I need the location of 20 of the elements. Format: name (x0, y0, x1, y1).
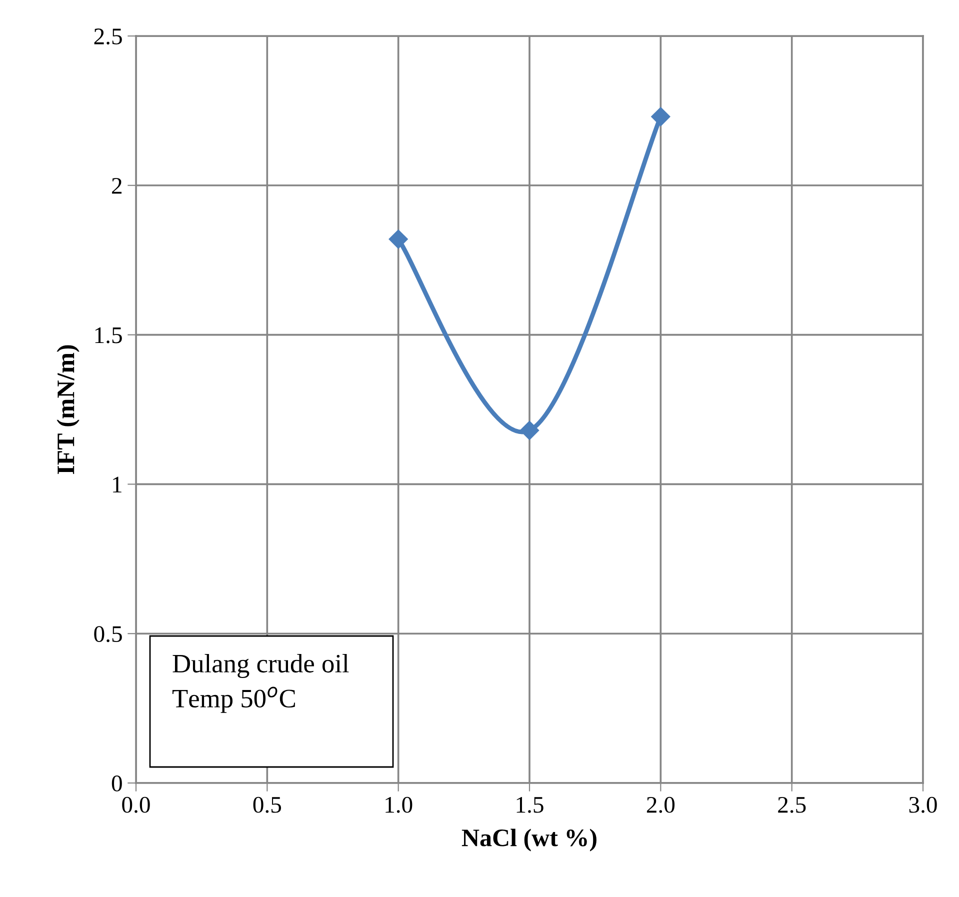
y-tick-label: 1 (113, 476, 122, 492)
x-axis-title: NaCl (wt %) (462, 828, 596, 852)
y-axis-title: IFT (mN/m) (56, 345, 80, 474)
x-tick-label: 0.5 (253, 796, 281, 813)
x-tick-label: 1.5 (516, 796, 544, 813)
point (651, 107, 670, 126)
x-tick-label: 3.0 (909, 796, 937, 813)
x-tick-label: 1.0 (386, 796, 412, 813)
y-tick-label: 0 (112, 775, 122, 792)
annotation: Dulang crude oil (172, 654, 349, 678)
x-tick-label: 0.0 (122, 796, 150, 813)
y-tick-label: 2.5 (94, 28, 122, 45)
annotation: Temp 50$^{o}$C (172, 686, 295, 713)
y-tick-label: 1.5 (95, 327, 122, 344)
x-tick-label: 2.5 (778, 796, 806, 813)
x-tick-label: 2.0 (646, 796, 675, 813)
y-tick-label: 2 (112, 178, 122, 194)
point (388, 230, 408, 249)
point (520, 420, 540, 440)
y-tick-label: 0.5 (94, 626, 122, 642)
